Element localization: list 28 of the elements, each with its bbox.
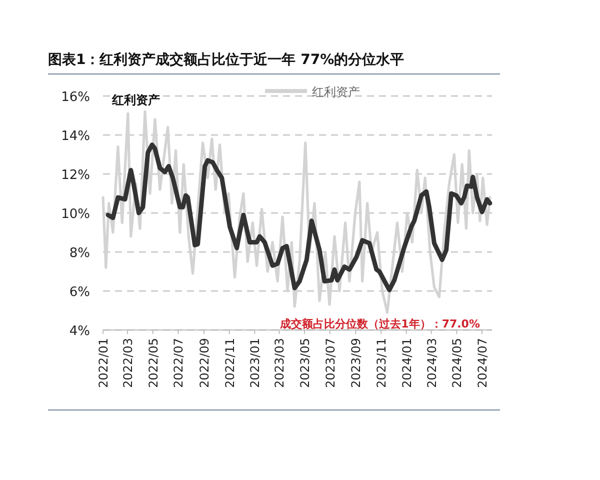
x-tick-label: 2022/11 [222,338,237,388]
x-tick-label: 2024/07 [476,338,490,388]
x-tick-label: 2023/09 [349,338,364,388]
x-tick-label: 2023/07 [323,338,338,388]
x-tick-label: 2023/01 [248,338,262,388]
y-tick-label: 12% [61,168,90,183]
x-tick-label: 2022/05 [146,338,160,388]
x-tick-label: 2022/07 [172,338,186,388]
annotation: 成交额占比分位数（过去1年）：77.0% [279,318,480,330]
x-tick-label: 2023/03 [272,338,287,388]
x-tick-label: 2023/05 [298,338,312,388]
x-tick-label: 2024/05 [450,338,464,388]
y-tick-label: 14% [61,129,90,144]
y-tick-label: 16% [61,90,90,105]
y-tick-label: 10% [61,207,90,222]
x-tick-label: 2022/09 [197,338,212,388]
x-tick-label: 2024/03 [424,338,439,388]
chart-title: 图表1：红利资产成交额占比位于近一年 77%的分位水平 [48,51,404,68]
x-tick-label: 2024/01 [400,338,414,388]
x-tick-label: 2023/11 [374,338,389,388]
line-series [106,142,492,292]
x-tick-label: 2022/01 [96,338,110,388]
y-tick-label: 8% [69,246,90,261]
y-tick-label: 4% [69,324,90,339]
annotation: 红利资产 [111,93,160,107]
x-tick-label: 2022/03 [121,338,136,388]
y-tick-label: 6% [69,285,90,300]
legend-label: 红利资产 [312,85,360,99]
